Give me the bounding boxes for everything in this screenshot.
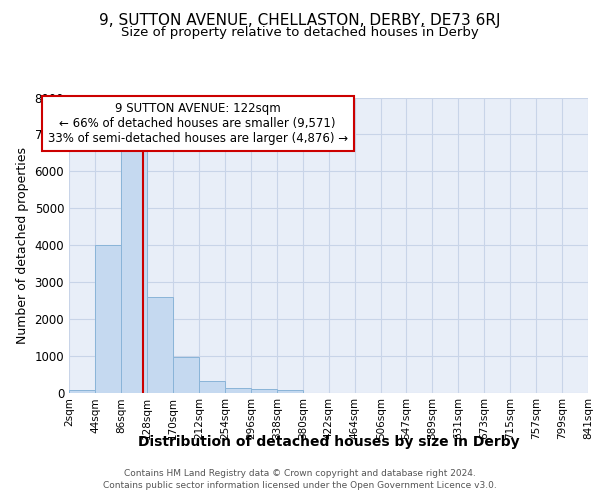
- Y-axis label: Number of detached properties: Number of detached properties: [16, 146, 29, 344]
- Text: 9 SUTTON AVENUE: 122sqm
← 66% of detached houses are smaller (9,571)
33% of semi: 9 SUTTON AVENUE: 122sqm ← 66% of detache…: [47, 102, 348, 145]
- Text: Distribution of detached houses by size in Derby: Distribution of detached houses by size …: [138, 435, 520, 449]
- Bar: [95, 245, 121, 392]
- Text: Contains public sector information licensed under the Open Government Licence v3: Contains public sector information licen…: [103, 481, 497, 490]
- Bar: [277, 390, 303, 392]
- Text: Contains HM Land Registry data © Crown copyright and database right 2024.: Contains HM Land Registry data © Crown c…: [124, 469, 476, 478]
- Bar: [225, 388, 251, 392]
- Bar: [69, 390, 95, 392]
- Bar: [173, 358, 199, 392]
- Bar: [251, 389, 277, 392]
- Text: 9, SUTTON AVENUE, CHELLASTON, DERBY, DE73 6RJ: 9, SUTTON AVENUE, CHELLASTON, DERBY, DE7…: [99, 12, 501, 28]
- Bar: [147, 296, 173, 392]
- Bar: [121, 149, 147, 392]
- Bar: [199, 380, 225, 392]
- Text: Size of property relative to detached houses in Derby: Size of property relative to detached ho…: [121, 26, 479, 39]
